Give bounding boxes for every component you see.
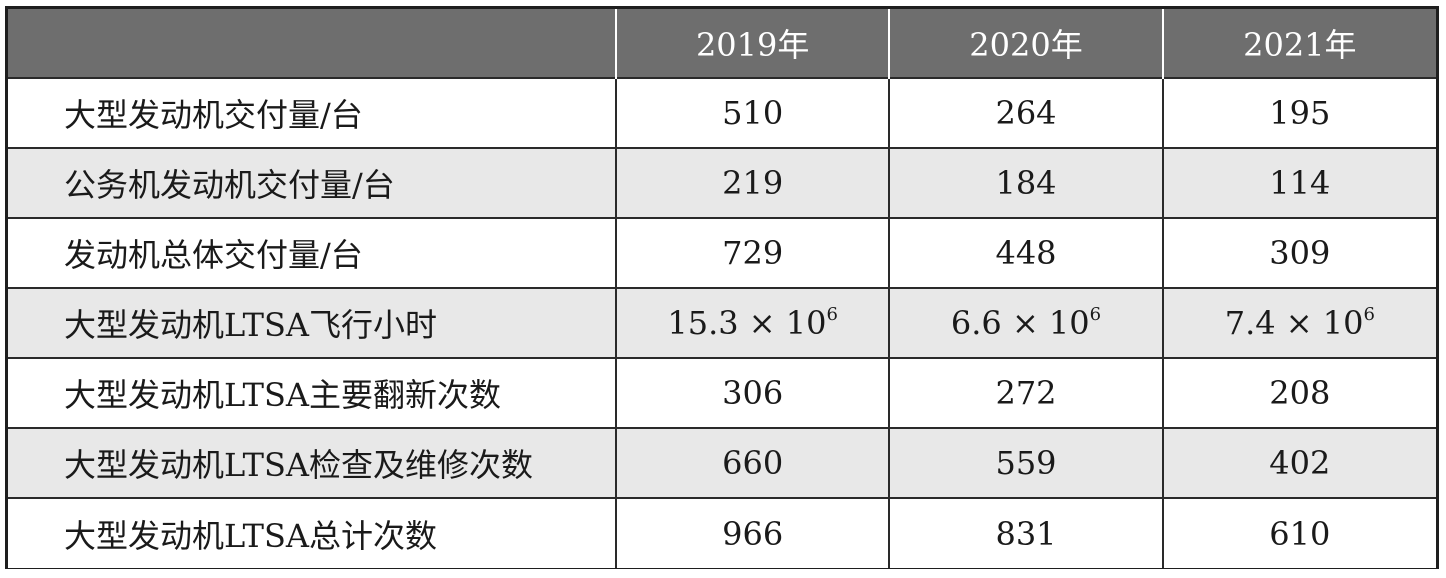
cell-value: 448 — [888, 217, 1163, 288]
header-row: 2019年 2020年 2021年 — [8, 9, 1436, 78]
row-label: 大型发动机交付量/台 — [8, 77, 616, 148]
cell-mantissa: 7.4 × 10 — [1224, 304, 1364, 342]
row-label: 大型发动机LTSA检查及维修次数 — [8, 427, 616, 498]
cell-value: 264 — [888, 77, 1163, 148]
cell-value: 610 — [1161, 497, 1436, 568]
row-label: 大型发动机LTSA主要翻新次数 — [8, 357, 616, 428]
table-row: 发动机总体交付量/台 729 448 309 — [8, 217, 1436, 288]
cell-value: 306 — [614, 357, 890, 428]
cell-value: 195 — [1161, 77, 1436, 148]
table-row: 大型发动机LTSA总计次数 966 831 610 — [8, 497, 1436, 568]
cell-value: 660 — [614, 427, 890, 498]
cell-value: 966 — [614, 497, 890, 568]
cell-value: 309 — [1161, 217, 1436, 288]
table-body: 大型发动机交付量/台 510 264 195 公务机发动机交付量/台 219 1… — [8, 77, 1436, 568]
cell-exponent: 6 — [1089, 304, 1102, 325]
row-label: 发动机总体交付量/台 — [8, 217, 616, 288]
row-label: 大型发动机LTSA飞行小时 — [8, 287, 616, 358]
row-label: 大型发动机LTSA总计次数 — [8, 497, 616, 568]
data-table-frame: 2019年 2020年 2021年 大型发动机交付量/台 510 264 195… — [5, 6, 1439, 569]
cell-value: 15.3 × 106 — [614, 287, 890, 358]
cell-value: 402 — [1161, 427, 1436, 498]
cell-value: 114 — [1161, 147, 1436, 218]
table-row: 大型发动机交付量/台 510 264 195 — [8, 77, 1436, 148]
cell-value: 6.6 × 106 — [888, 287, 1163, 358]
cell-value: 510 — [614, 77, 890, 148]
data-table: 2019年 2020年 2021年 大型发动机交付量/台 510 264 195… — [8, 9, 1436, 568]
cell-mantissa: 15.3 × 10 — [667, 304, 827, 342]
cell-value: 184 — [888, 147, 1163, 218]
cell-value: 208 — [1161, 357, 1436, 428]
table-row: 大型发动机LTSA飞行小时 15.3 × 106 6.6 × 106 7.4 ×… — [8, 287, 1436, 358]
row-label: 公务机发动机交付量/台 — [8, 147, 616, 218]
table-row: 公务机发动机交付量/台 219 184 114 — [8, 147, 1436, 218]
header-cell-2021: 2021年 — [1161, 9, 1436, 78]
cell-exponent: 6 — [826, 304, 838, 325]
cell-value: 272 — [888, 357, 1163, 428]
cell-value: 729 — [614, 217, 890, 288]
header-cell-2020: 2020年 — [888, 9, 1163, 78]
header-cell-label — [8, 9, 616, 78]
cell-exponent: 6 — [1363, 304, 1375, 325]
table-row: 大型发动机LTSA检查及维修次数 660 559 402 — [8, 427, 1436, 498]
cell-mantissa: 6.6 × 10 — [950, 304, 1090, 342]
cell-value: 219 — [614, 147, 890, 218]
cell-value: 7.4 × 106 — [1161, 287, 1436, 358]
table-row: 大型发动机LTSA主要翻新次数 306 272 208 — [8, 357, 1436, 428]
cell-value: 559 — [888, 427, 1163, 498]
cell-value: 831 — [888, 497, 1163, 568]
table-header: 2019年 2020年 2021年 — [8, 9, 1436, 78]
header-cell-2019: 2019年 — [614, 9, 890, 78]
